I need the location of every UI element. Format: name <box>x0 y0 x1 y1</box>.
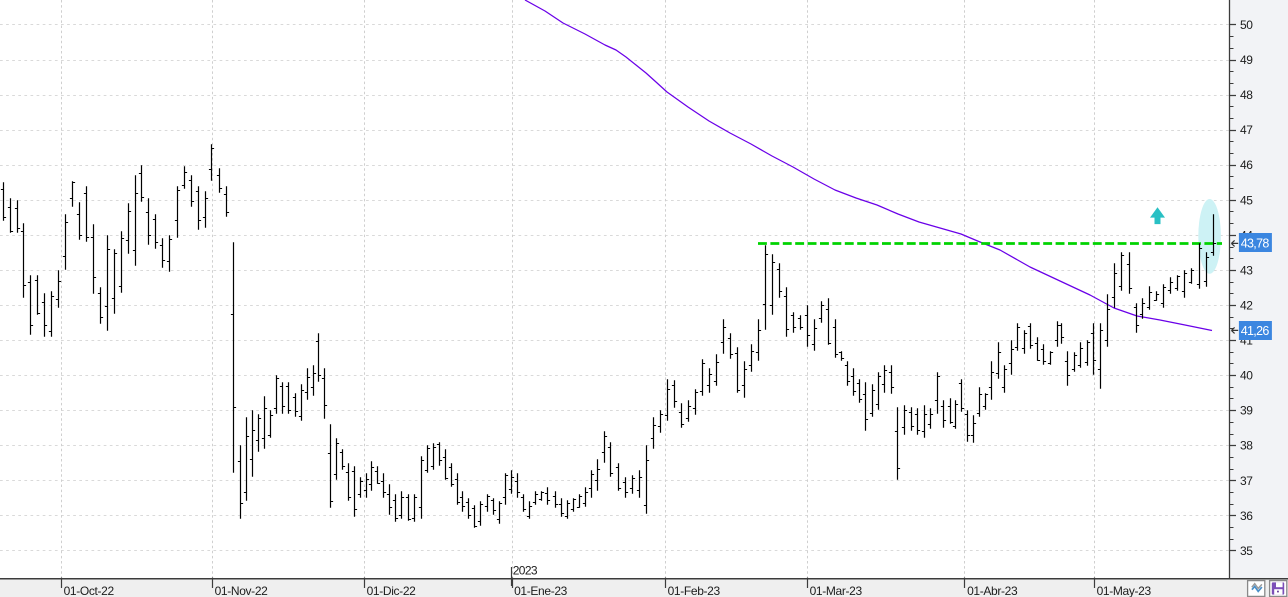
svg-text:01-Dic-22: 01-Dic-22 <box>367 584 417 597</box>
svg-text:42: 42 <box>1240 299 1253 313</box>
svg-text:38: 38 <box>1240 439 1253 453</box>
svg-text:01-Oct-22: 01-Oct-22 <box>64 584 115 597</box>
svg-text:41,26: 41,26 <box>1241 324 1270 338</box>
svg-text:01-Abr-23: 01-Abr-23 <box>967 584 1018 597</box>
svg-text:01-Mar-23: 01-Mar-23 <box>810 584 863 597</box>
svg-text:46: 46 <box>1240 158 1253 172</box>
svg-text:40: 40 <box>1240 369 1253 383</box>
svg-text:43,78: 43,78 <box>1241 237 1270 251</box>
svg-text:49: 49 <box>1240 53 1253 67</box>
svg-text:48: 48 <box>1240 88 1253 102</box>
svg-text:36: 36 <box>1240 509 1253 523</box>
svg-text:39: 39 <box>1240 404 1253 418</box>
svg-text:01-May-23: 01-May-23 <box>1097 584 1152 597</box>
svg-text:37: 37 <box>1240 474 1253 488</box>
svg-text:01-Ene-23: 01-Ene-23 <box>514 584 568 597</box>
svg-text:43: 43 <box>1240 263 1253 277</box>
svg-text:35: 35 <box>1240 544 1253 558</box>
svg-text:47: 47 <box>1240 123 1253 137</box>
svg-text:50: 50 <box>1240 18 1253 32</box>
svg-text:01-Feb-23: 01-Feb-23 <box>668 584 721 597</box>
svg-text:01-Nov-22: 01-Nov-22 <box>215 584 269 597</box>
svg-text:2023: 2023 <box>513 564 538 578</box>
svg-text:45: 45 <box>1240 193 1253 207</box>
